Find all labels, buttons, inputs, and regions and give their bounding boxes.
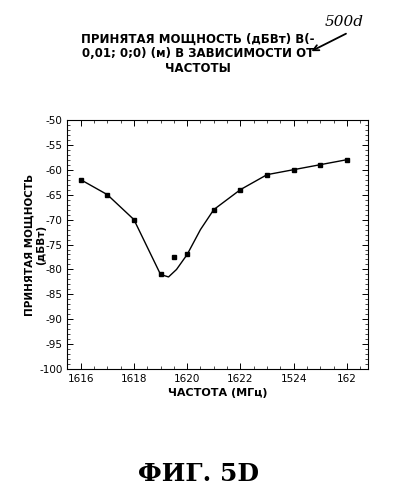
X-axis label: ЧАСТОТА (МГц): ЧАСТОТА (МГц) <box>168 388 268 398</box>
Text: 500d: 500d <box>325 15 364 29</box>
Y-axis label: ПРИНЯТАЯ МОЩНОСТЬ
(дБВт): ПРИНЯТАЯ МОЩНОСТЬ (дБВт) <box>24 174 46 315</box>
Text: ПРИНЯТАЯ МОЩНОСТЬ (дБВт) В(-
0,01; 0;0) (м) В ЗАВИСИМОСТИ ОТ
ЧАСТОТЫ: ПРИНЯТАЯ МОЩНОСТЬ (дБВт) В(- 0,01; 0;0) … <box>81 32 315 75</box>
Text: ФИГ. 5D: ФИГ. 5D <box>137 462 259 486</box>
